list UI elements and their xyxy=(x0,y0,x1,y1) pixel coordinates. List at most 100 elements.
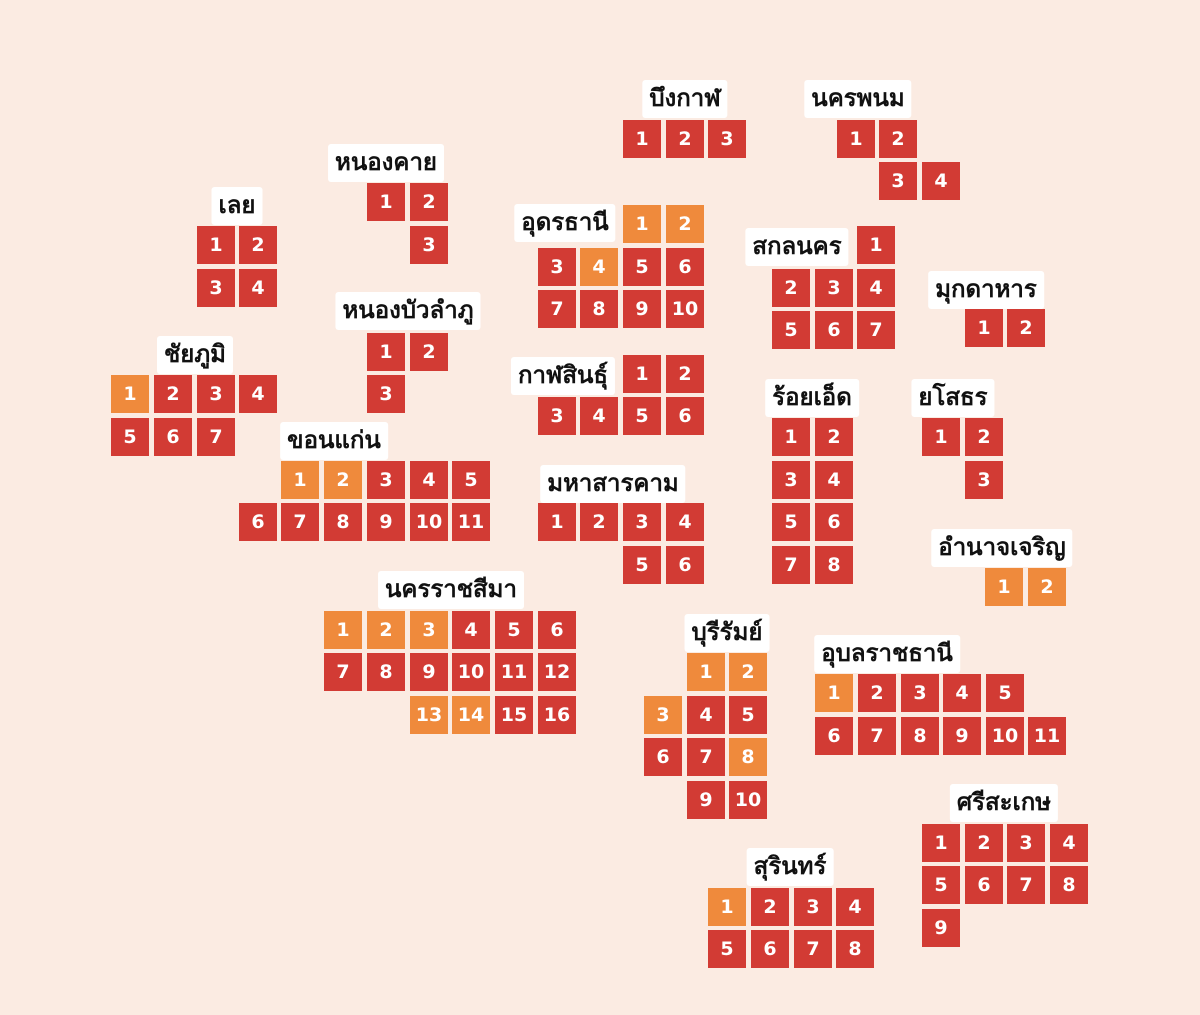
district-cell-maha-sarakham-6: 6 xyxy=(666,546,704,584)
district-cell-buriram-10: 10 xyxy=(729,781,767,819)
province-label-nong-bua-lamphu: หนองบัวลำภู xyxy=(335,292,481,330)
district-cell-nakhon-ratchasima-2: 2 xyxy=(367,611,405,649)
province-label-nakhon-ratchasima: นครราชสีมา xyxy=(378,571,524,609)
district-cell-roi-et-8: 8 xyxy=(815,546,853,584)
district-cell-nong-bua-lamphu-2: 2 xyxy=(410,333,448,371)
district-cell-khon-kaen-7: 7 xyxy=(281,503,319,541)
district-cell-loei-2: 2 xyxy=(239,226,277,264)
district-cell-loei-3: 3 xyxy=(197,269,235,307)
district-cell-nakhon-ratchasima-15: 15 xyxy=(495,696,533,734)
district-cell-loei-4: 4 xyxy=(239,269,277,307)
district-cell-sakon-nakhon-1: 1 xyxy=(857,226,895,264)
district-cell-nakhon-ratchasima-14: 14 xyxy=(452,696,490,734)
district-cell-nakhon-ratchasima-10: 10 xyxy=(452,653,490,691)
district-cell-bueng-kan-2: 2 xyxy=(666,120,704,158)
district-cell-surin-6: 6 xyxy=(751,930,789,968)
district-cell-nong-khai-2: 2 xyxy=(410,183,448,221)
district-cell-khon-kaen-2: 2 xyxy=(324,461,362,499)
district-cell-chaiyaphum-7: 7 xyxy=(197,418,235,456)
district-cell-buriram-9: 9 xyxy=(687,781,725,819)
province-label-sakon-nakhon: สกลนคร xyxy=(745,228,849,266)
district-cell-buriram-1: 1 xyxy=(687,653,725,691)
district-cell-mukdahan-1: 1 xyxy=(965,309,1003,347)
district-cell-nong-bua-lamphu-1: 1 xyxy=(367,333,405,371)
province-label-kalasin: กาฬสินธุ์ xyxy=(510,357,616,395)
district-cell-udon-thani-5: 5 xyxy=(623,248,661,286)
district-cell-yasothon-2: 2 xyxy=(965,418,1003,456)
province-label-loei: เลย xyxy=(211,187,263,225)
district-cell-si-sa-ket-3: 3 xyxy=(1007,824,1045,862)
district-cell-chaiyaphum-6: 6 xyxy=(154,418,192,456)
district-cell-ubon-ratchathani-6: 6 xyxy=(815,717,853,755)
district-cell-surin-8: 8 xyxy=(836,930,874,968)
district-cell-nakhon-ratchasima-6: 6 xyxy=(538,611,576,649)
province-label-mukdahan: มุกดาหาร xyxy=(928,271,1044,309)
district-cell-bueng-kan-3: 3 xyxy=(708,120,746,158)
district-cell-khon-kaen-1: 1 xyxy=(281,461,319,499)
district-cell-si-sa-ket-7: 7 xyxy=(1007,866,1045,904)
district-cell-khon-kaen-3: 3 xyxy=(367,461,405,499)
district-cell-nakhon-ratchasima-12: 12 xyxy=(538,653,576,691)
district-cell-si-sa-ket-4: 4 xyxy=(1050,824,1088,862)
district-cell-udon-thani-8: 8 xyxy=(580,290,618,328)
district-cell-nakhon-ratchasima-9: 9 xyxy=(410,653,448,691)
district-cell-nakhon-ratchasima-1: 1 xyxy=(324,611,362,649)
district-cell-yasothon-1: 1 xyxy=(922,418,960,456)
district-cell-khon-kaen-5: 5 xyxy=(452,461,490,499)
district-cell-ubon-ratchathani-5: 5 xyxy=(986,674,1024,712)
district-cell-roi-et-4: 4 xyxy=(815,461,853,499)
district-cell-kalasin-1: 1 xyxy=(623,355,661,393)
district-cell-kalasin-3: 3 xyxy=(538,397,576,435)
district-cell-nong-bua-lamphu-3: 3 xyxy=(367,375,405,413)
district-cell-maha-sarakham-4: 4 xyxy=(666,503,704,541)
district-cell-surin-5: 5 xyxy=(708,930,746,968)
district-cell-nakhon-ratchasima-8: 8 xyxy=(367,653,405,691)
district-cell-nong-khai-3: 3 xyxy=(410,226,448,264)
district-cell-nakhon-ratchasima-4: 4 xyxy=(452,611,490,649)
province-label-bueng-kan: บึงกาฬ xyxy=(642,80,728,118)
province-label-khon-kaen: ขอนแก่น xyxy=(280,422,388,460)
district-cell-maha-sarakham-2: 2 xyxy=(580,503,618,541)
district-cell-buriram-3: 3 xyxy=(644,696,682,734)
district-cell-udon-thani-4: 4 xyxy=(580,248,618,286)
province-label-nakhon-phanom: นครพนม xyxy=(804,80,912,118)
district-cell-nakhon-ratchasima-16: 16 xyxy=(538,696,576,734)
district-cell-buriram-6: 6 xyxy=(644,738,682,776)
district-cell-buriram-2: 2 xyxy=(729,653,767,691)
district-cell-roi-et-1: 1 xyxy=(772,418,810,456)
district-cell-bueng-kan-1: 1 xyxy=(623,120,661,158)
district-cell-sakon-nakhon-4: 4 xyxy=(857,269,895,307)
province-label-chaiyaphum: ชัยภูมิ xyxy=(157,336,233,374)
district-cell-khon-kaen-6: 6 xyxy=(239,503,277,541)
district-cell-ubon-ratchathani-8: 8 xyxy=(901,717,939,755)
province-label-si-sa-ket: ศรีสะเกษ xyxy=(949,784,1059,822)
district-cell-loei-1: 1 xyxy=(197,226,235,264)
district-cell-roi-et-2: 2 xyxy=(815,418,853,456)
district-cell-nong-khai-1: 1 xyxy=(367,183,405,221)
province-label-buriram: บุรีรัมย์ xyxy=(684,614,770,652)
district-cell-amnat-charoen-1: 1 xyxy=(985,568,1023,606)
district-cell-roi-et-6: 6 xyxy=(815,503,853,541)
district-cell-nakhon-ratchasima-11: 11 xyxy=(495,653,533,691)
district-cell-udon-thani-2: 2 xyxy=(666,205,704,243)
district-cell-buriram-4: 4 xyxy=(687,696,725,734)
district-cell-nakhon-phanom-4: 4 xyxy=(922,162,960,200)
district-cell-khon-kaen-11: 11 xyxy=(452,503,490,541)
district-cell-kalasin-4: 4 xyxy=(580,397,618,435)
district-cell-ubon-ratchathani-4: 4 xyxy=(943,674,981,712)
district-cell-roi-et-5: 5 xyxy=(772,503,810,541)
district-cell-khon-kaen-8: 8 xyxy=(324,503,362,541)
district-cell-roi-et-7: 7 xyxy=(772,546,810,584)
district-cell-sakon-nakhon-6: 6 xyxy=(815,311,853,349)
district-cell-ubon-ratchathani-11: 11 xyxy=(1028,717,1066,755)
district-cell-nakhon-phanom-1: 1 xyxy=(837,120,875,158)
district-cell-maha-sarakham-5: 5 xyxy=(623,546,661,584)
district-cell-mukdahan-2: 2 xyxy=(1007,309,1045,347)
district-cell-nakhon-ratchasima-5: 5 xyxy=(495,611,533,649)
district-cell-ubon-ratchathani-1: 1 xyxy=(815,674,853,712)
district-cell-chaiyaphum-4: 4 xyxy=(239,375,277,413)
district-cell-surin-1: 1 xyxy=(708,888,746,926)
province-label-surin: สุรินทร์ xyxy=(746,848,834,886)
district-cell-roi-et-3: 3 xyxy=(772,461,810,499)
district-cell-sakon-nakhon-7: 7 xyxy=(857,311,895,349)
